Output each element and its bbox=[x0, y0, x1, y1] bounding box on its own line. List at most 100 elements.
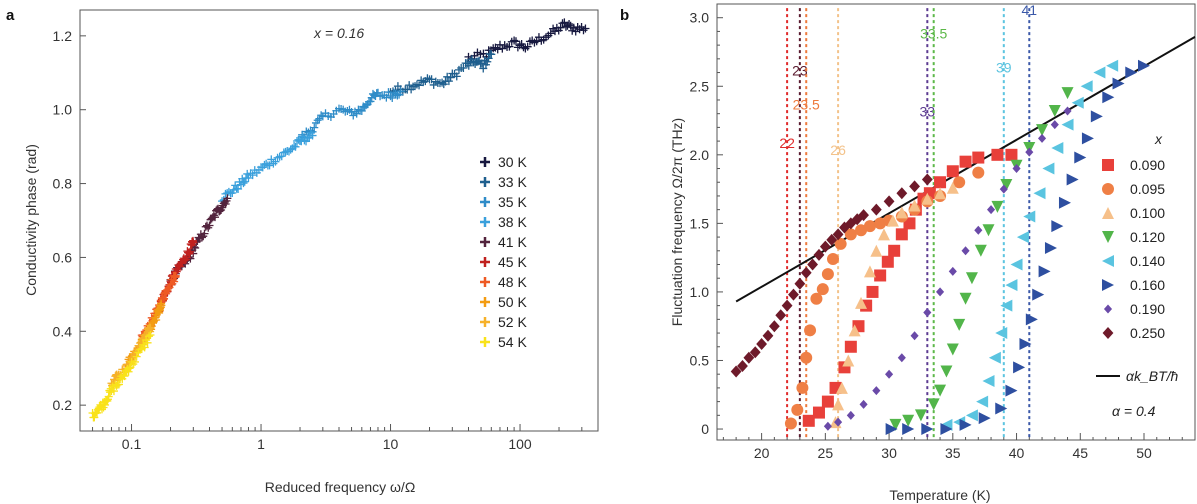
data-point bbox=[579, 26, 588, 35]
data-point bbox=[953, 318, 966, 331]
y-tick-label: 2.5 bbox=[690, 78, 710, 94]
data-point bbox=[569, 23, 578, 32]
data-point bbox=[796, 381, 809, 394]
panel-a-axes: 0.1 1 10 100 0.2 0.4 0.6 0.8 1.0 1.2 bbox=[53, 28, 599, 452]
y-tick-label: 0 bbox=[701, 421, 709, 437]
data-point bbox=[1000, 299, 1013, 312]
data-point bbox=[388, 93, 397, 102]
data-point bbox=[768, 320, 780, 333]
y-tick-label: 0.5 bbox=[690, 352, 710, 368]
data-point bbox=[855, 224, 868, 237]
data-point bbox=[921, 423, 934, 436]
data-point bbox=[946, 343, 959, 356]
data-point bbox=[1013, 361, 1026, 374]
data-point bbox=[243, 169, 252, 178]
legend-marker bbox=[480, 197, 490, 207]
legend-marker bbox=[480, 217, 490, 227]
data-point bbox=[1005, 148, 1018, 161]
data-point bbox=[987, 205, 996, 215]
data-point bbox=[1102, 231, 1114, 243]
data-point bbox=[794, 277, 806, 290]
data-point bbox=[136, 345, 145, 354]
data-point bbox=[846, 410, 855, 420]
data-point bbox=[877, 228, 890, 241]
data-point bbox=[988, 351, 1001, 364]
data-point bbox=[205, 221, 214, 230]
data-point bbox=[832, 228, 844, 241]
data-point bbox=[391, 89, 400, 98]
temperature-marker-label: 23 bbox=[792, 62, 808, 78]
temperature-marker-label: 22 bbox=[779, 135, 795, 151]
data-point bbox=[749, 346, 761, 359]
data-point bbox=[895, 206, 908, 219]
x-tick-label: 10 bbox=[383, 436, 399, 452]
data-point bbox=[936, 287, 945, 297]
data-point bbox=[1016, 231, 1029, 244]
y-tick-label: 1.5 bbox=[690, 215, 710, 231]
data-point bbox=[546, 29, 555, 38]
y-tick-label: 1.0 bbox=[690, 284, 710, 300]
data-point bbox=[995, 327, 1008, 340]
legend-label: 0.090 bbox=[1130, 157, 1165, 173]
data-point bbox=[1102, 159, 1114, 171]
legend-marker bbox=[480, 277, 490, 287]
data-point bbox=[848, 324, 861, 337]
data-point bbox=[140, 343, 149, 352]
data-point bbox=[395, 90, 404, 99]
data-point bbox=[1080, 80, 1093, 93]
data-point bbox=[211, 213, 220, 222]
data-point bbox=[784, 417, 797, 430]
data-point bbox=[262, 159, 271, 168]
panel-a: a 0.1 1 10 100 0.2 0.4 0.6 0.8 1.0 1.2 x = 0.16 R… bbox=[6, 7, 599, 495]
data-point bbox=[995, 402, 1008, 415]
panel-b-vlines: 22 23 23.5 26 33 33.5 39 41 bbox=[779, 2, 1037, 440]
data-point bbox=[581, 24, 590, 33]
data-point bbox=[802, 414, 815, 427]
data-point bbox=[109, 387, 118, 396]
data-point bbox=[940, 365, 953, 378]
data-point bbox=[438, 78, 447, 87]
data-point bbox=[240, 177, 249, 186]
data-point bbox=[384, 88, 393, 97]
data-point bbox=[1102, 327, 1114, 339]
legend-label: 41 K bbox=[498, 234, 527, 250]
data-point bbox=[834, 417, 843, 427]
data-point bbox=[200, 229, 209, 238]
x-tick-label: 40 bbox=[1009, 445, 1025, 461]
temperature-marker-label: 33 bbox=[920, 103, 936, 119]
data-point bbox=[218, 203, 227, 212]
data-point bbox=[1037, 133, 1047, 143]
data-point bbox=[972, 151, 985, 164]
y-tick-label: 1.0 bbox=[53, 102, 73, 118]
data-point bbox=[1023, 210, 1036, 223]
data-point bbox=[1102, 91, 1115, 104]
data-point bbox=[515, 41, 524, 50]
data-point bbox=[921, 173, 933, 186]
data-point bbox=[844, 228, 857, 241]
panel-b-letter: b bbox=[620, 7, 629, 24]
data-point bbox=[130, 357, 139, 366]
data-point bbox=[145, 332, 154, 341]
data-point bbox=[172, 267, 181, 276]
data-point bbox=[1071, 96, 1084, 109]
data-point bbox=[464, 61, 473, 70]
data-point bbox=[366, 97, 375, 106]
data-point bbox=[1000, 178, 1013, 191]
temperature-marker-label: 39 bbox=[996, 60, 1012, 76]
x-tick-label: 30 bbox=[881, 445, 897, 461]
data-point bbox=[946, 181, 959, 194]
data-point bbox=[870, 244, 883, 257]
data-point bbox=[834, 237, 847, 250]
data-point bbox=[550, 27, 559, 36]
data-point bbox=[446, 73, 455, 82]
x-tick-label: 25 bbox=[818, 445, 834, 461]
data-point bbox=[234, 185, 243, 194]
y-tick-label: 2.0 bbox=[690, 147, 710, 163]
data-point bbox=[1102, 255, 1114, 267]
data-point bbox=[317, 111, 326, 120]
data-point bbox=[143, 338, 152, 347]
data-point bbox=[1033, 187, 1046, 200]
data-point bbox=[405, 81, 414, 90]
data-point bbox=[859, 399, 868, 409]
data-point bbox=[349, 111, 358, 120]
